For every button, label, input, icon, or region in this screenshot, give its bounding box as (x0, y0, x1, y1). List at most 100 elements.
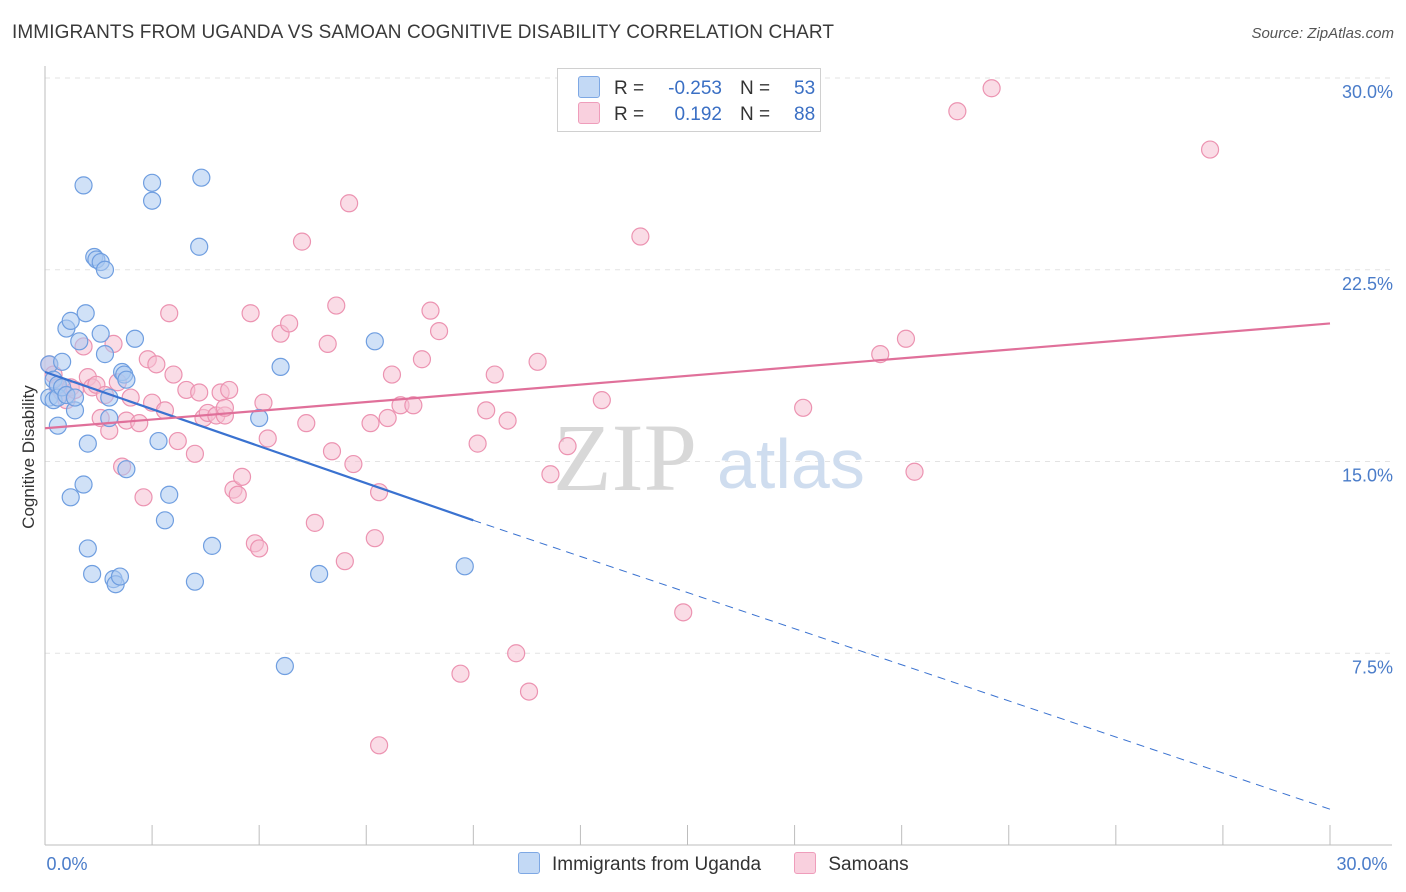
uganda-point (74, 475, 93, 494)
samoa-point (327, 296, 346, 315)
series-swatch-uganda (518, 852, 540, 874)
legend-n-label: N = (740, 78, 771, 99)
series-legend-item-uganda[interactable]: Immigrants from Uganda (518, 852, 761, 876)
samoa-point (477, 401, 496, 420)
uganda-point (61, 488, 80, 507)
stats-legend: R = -0.253 N = 53 R = 0.192 N = 88 (557, 68, 821, 132)
samoa-point (322, 442, 342, 461)
uganda-point (125, 329, 145, 348)
uganda-point (365, 332, 384, 351)
samoa-point (370, 736, 389, 755)
uganda-point (271, 357, 290, 377)
samoa-point (541, 465, 560, 484)
uganda-point (74, 176, 93, 195)
samoa-point (134, 488, 153, 507)
legend-n-value: 88 (794, 104, 816, 125)
samoa-point (232, 467, 252, 486)
samoa-trend-line (44, 322, 1331, 430)
samoa-point (335, 552, 354, 571)
uganda-point (95, 345, 115, 364)
series-swatch-samoa (794, 852, 817, 874)
samoa-point (468, 434, 487, 453)
uganda-point (190, 237, 209, 256)
samoa-point (905, 462, 924, 481)
uganda-point (70, 332, 89, 351)
uganda-point (110, 567, 130, 586)
samoa-point (896, 329, 916, 348)
samoa-point (451, 664, 470, 683)
uganda-point (65, 388, 85, 407)
uganda-point (83, 564, 102, 584)
uganda-point (202, 536, 222, 555)
uganda-trend-line (44, 370, 474, 522)
uganda-point (91, 324, 110, 343)
samoa-point (305, 513, 324, 532)
samoa-point (160, 304, 179, 323)
samoa-point (631, 227, 650, 246)
samoa-point (948, 102, 967, 121)
uganda-point (250, 408, 269, 428)
source-credit: Source: ZipAtlas.com (1251, 25, 1394, 42)
samoa-point (185, 444, 205, 463)
watermark-atlas: atlas (717, 425, 865, 503)
legend-r-value: -0.253 (668, 78, 722, 99)
samoa-point (485, 365, 504, 384)
uganda-point (149, 431, 168, 451)
samoa-point (421, 301, 440, 320)
y-tick-label: 15.0% (1342, 466, 1393, 486)
samoa-point (519, 682, 539, 701)
y-tick-label: 7.5% (1352, 657, 1393, 677)
tick-labels: 7.5% 15.0% 22.5% 30.0% 0.0% 30.0% (46, 82, 1393, 874)
samoa-point (241, 304, 260, 323)
watermark-zip: ZIP (553, 404, 697, 511)
grid (45, 77, 1390, 654)
samoa-point (228, 485, 247, 504)
uganda-point (185, 572, 205, 591)
samoa-point (404, 396, 423, 415)
legend-row-samoa: R = 0.192 N = 88 (578, 102, 815, 126)
samoa-point (370, 483, 389, 502)
uganda-trend-extension (473, 519, 1331, 810)
series-legend-item-samoa[interactable]: Samoans (794, 852, 909, 876)
chart-title: IMMIGRANTS FROM UGANDA VS SAMOAN COGNITI… (12, 22, 835, 43)
samoa-point (130, 414, 149, 433)
legend-r-label: R = (614, 104, 645, 125)
x-tick-label: 0.0% (46, 854, 87, 874)
uganda-point (160, 485, 179, 504)
watermark: ZIP atlas (553, 404, 865, 511)
series-legend: Immigrants from Uganda Samoans (518, 852, 937, 876)
samoa-point (982, 79, 1001, 98)
samoa-point (378, 408, 397, 428)
samoa-point (215, 398, 234, 417)
samoa-point (344, 454, 363, 474)
uganda-point (275, 656, 294, 676)
uganda-point (95, 260, 115, 279)
uganda-point (117, 370, 136, 389)
samoa-point (498, 411, 517, 430)
uganda-point (117, 460, 136, 479)
samoa-point (1200, 140, 1220, 159)
samoa-point (168, 431, 187, 451)
samoa-point (340, 194, 359, 213)
samoa-point (250, 539, 269, 558)
uganda-point (155, 511, 175, 530)
samoa-point (558, 437, 577, 456)
uganda-point (78, 539, 97, 558)
samoa-point (674, 603, 693, 622)
axes (44, 66, 1392, 846)
data-points (40, 79, 1220, 755)
samoa-point (280, 314, 299, 333)
uganda-point (78, 434, 97, 453)
samoa-point (258, 429, 277, 448)
series-label-samoa: Samoans (828, 854, 909, 875)
samoa-point (507, 644, 526, 663)
legend-row-uganda: R = -0.253 N = 53 (578, 76, 815, 100)
samoa-point (794, 398, 813, 417)
samoa-point (429, 322, 449, 341)
uganda-point (142, 173, 162, 192)
legend-n-value: 53 (794, 78, 816, 99)
y-axis-title: Cognitive Disability (19, 385, 38, 529)
samoa-point (382, 365, 402, 384)
